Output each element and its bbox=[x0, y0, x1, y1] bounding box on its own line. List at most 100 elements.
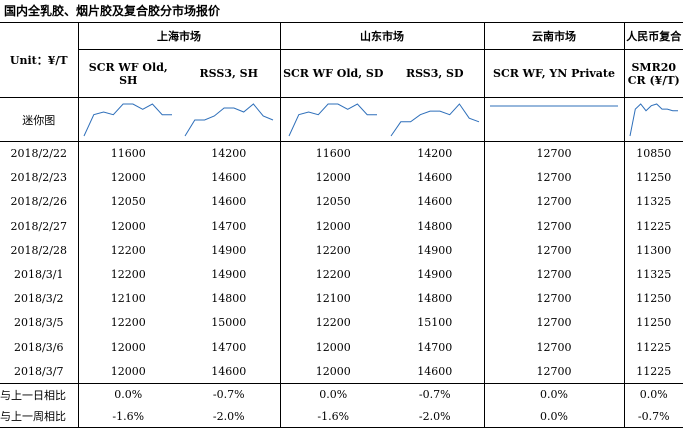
price-cell: 12000 bbox=[77, 165, 178, 190]
price-cell: 12100 bbox=[279, 286, 386, 311]
price-cell: 14700 bbox=[211, 219, 247, 233]
table-row: 2018/3/6 12000 14700 12000 14700 12700 11225 bbox=[0, 335, 683, 360]
sparkline-line bbox=[390, 102, 479, 136]
sparkline-rss3-sh bbox=[184, 102, 273, 136]
market-header-shandong: 山东市场 bbox=[279, 22, 484, 50]
change-cell: -1.6% bbox=[279, 405, 386, 428]
table-body: 2018/2/22 11600 14200 11600 14200 12700 10850 2… bbox=[0, 141, 683, 384]
price-cell: 14900 bbox=[417, 268, 453, 282]
price-cell: 12700 bbox=[483, 165, 624, 190]
price-cell: 14200 bbox=[211, 147, 247, 161]
price-cell: 14600 bbox=[211, 364, 247, 378]
price-cell: 11600 bbox=[279, 141, 386, 166]
price-cell: 12200 bbox=[77, 262, 178, 287]
price-cell: 12000 bbox=[279, 165, 386, 190]
column-header-row: SCR WF Old, SH RSS3, SH SCR WF Old, SD R… bbox=[0, 49, 683, 98]
col-header-rss3-sd: RSS3, SD bbox=[405, 67, 464, 80]
sparkline-rss3-sd bbox=[390, 102, 479, 136]
change-cell: -1.6% bbox=[77, 405, 178, 428]
unit-header: Unit：¥/T bbox=[0, 22, 78, 98]
market-header-yunnan: 云南市场 bbox=[483, 22, 624, 50]
price-cell: 12700 bbox=[483, 359, 624, 384]
price-cell: 12050 bbox=[77, 189, 178, 215]
market-header-row: Unit：¥/T 上海市场 山东市场 云南市场 人民币复合 bbox=[0, 22, 683, 98]
change-label: 与上一周相比 bbox=[0, 405, 78, 428]
sparkline-scr-wf-old-sd bbox=[288, 102, 378, 136]
price-cell: 12200 bbox=[279, 238, 386, 263]
change-cell: 0.0% bbox=[77, 382, 178, 406]
market-header-rmb-composite: 人民币复合 bbox=[623, 22, 683, 50]
change-cell: 0.0% bbox=[483, 405, 624, 428]
row-date: 2018/2/28 bbox=[10, 243, 67, 257]
col-header-rss3-sh: RSS3, SH bbox=[199, 67, 258, 80]
sparkline-cell bbox=[386, 97, 484, 142]
price-cell: 11250 bbox=[623, 286, 683, 311]
price-cell: 11325 bbox=[623, 189, 683, 215]
change-cell: -0.7% bbox=[623, 405, 683, 428]
sparkline-line bbox=[184, 102, 273, 136]
table-row: 2018/3/1 12200 14900 12200 14900 12700 11325 bbox=[0, 262, 683, 287]
change-cell: 0.0% bbox=[279, 382, 386, 406]
price-cell: 12200 bbox=[77, 310, 178, 335]
price-cell: 12200 bbox=[279, 310, 386, 335]
price-cell: 14600 bbox=[417, 364, 453, 378]
price-cell: 15100 bbox=[417, 316, 453, 330]
price-cell: 14900 bbox=[417, 243, 453, 257]
table-row: 2018/3/5 12200 15000 12200 15100 12700 11250 bbox=[0, 310, 683, 335]
price-cell: 12100 bbox=[77, 286, 178, 311]
price-cell: 12000 bbox=[77, 335, 178, 360]
change-cell: -2.0% bbox=[386, 405, 484, 428]
price-cell: 11250 bbox=[623, 165, 683, 190]
price-cell: 11600 bbox=[77, 141, 178, 166]
change-body: 与上一日相比 0.0% -0.7% 0.0% -0.7% 0.0% 0.0% 与上一周相比 -1… bbox=[0, 382, 683, 428]
table-row: 2018/2/22 11600 14200 11600 14200 12700 10850 bbox=[0, 141, 683, 166]
price-cell: 15000 bbox=[211, 316, 247, 330]
row-date: 2018/3/1 bbox=[14, 268, 64, 282]
price-cell: 12000 bbox=[279, 214, 386, 239]
price-cell: 14700 bbox=[417, 340, 453, 354]
price-cell: 14800 bbox=[211, 292, 247, 306]
row-date: 2018/2/26 bbox=[10, 195, 67, 209]
price-cell: 12000 bbox=[77, 359, 178, 384]
row-date: 2018/3/2 bbox=[14, 292, 64, 306]
price-cell: 12000 bbox=[77, 214, 178, 239]
price-cell: 12000 bbox=[279, 335, 386, 360]
price-cell: 14900 bbox=[211, 268, 247, 282]
row-date: 2018/3/5 bbox=[14, 316, 64, 330]
sparkline-smr20-cr bbox=[629, 102, 678, 136]
table-row: 2018/2/23 12000 14600 12000 14600 12700 11250 bbox=[0, 165, 683, 190]
price-cell: 14900 bbox=[211, 243, 247, 257]
price-cell: 12200 bbox=[279, 262, 386, 287]
price-cell: 11300 bbox=[623, 238, 683, 263]
row-date: 2018/2/22 bbox=[10, 147, 67, 161]
price-cell: 11225 bbox=[623, 214, 683, 239]
change-cell: -0.7% bbox=[178, 382, 280, 406]
price-cell: 12700 bbox=[483, 238, 624, 263]
price-cell: 12200 bbox=[77, 238, 178, 263]
price-cell: 14200 bbox=[417, 147, 453, 161]
sparkline-scr-wf-yn bbox=[490, 105, 618, 106]
sparkline-cell bbox=[623, 97, 683, 142]
price-cell: 11250 bbox=[623, 310, 683, 335]
table-row: 2018/3/2 12100 14800 12100 14800 12700 11250 bbox=[0, 286, 683, 311]
sparkline-line bbox=[83, 102, 173, 136]
sparkline-line bbox=[288, 102, 378, 136]
sparkline-scr-wf-old-sh bbox=[83, 102, 173, 136]
price-cell: 14600 bbox=[417, 195, 453, 209]
table-row: 2018/2/28 12200 14900 12200 14900 12700 11300 bbox=[0, 238, 683, 263]
change-row: 与上一日相比 0.0% -0.7% 0.0% -0.7% 0.0% 0.0% bbox=[0, 382, 683, 406]
price-cell: 14700 bbox=[211, 340, 247, 354]
price-cell: 12700 bbox=[483, 141, 624, 166]
price-cell: 14600 bbox=[211, 195, 247, 209]
price-cell: 12000 bbox=[279, 359, 386, 384]
row-date: 2018/3/6 bbox=[14, 340, 64, 354]
change-label: 与上一日相比 bbox=[0, 382, 78, 406]
col-header-scr-wf-yn: SCR WF, YN Private bbox=[483, 49, 624, 98]
price-cell: 12700 bbox=[483, 310, 624, 335]
row-date: 2018/3/7 bbox=[14, 364, 64, 378]
price-cell: 12050 bbox=[279, 189, 386, 215]
table-row: 2018/2/26 12050 14600 12050 14600 12700 11325 bbox=[0, 189, 683, 215]
change-cell: 0.0% bbox=[623, 382, 683, 406]
page-title: 国内全乳胶、烟片胶及复合胶分市场报价 bbox=[4, 4, 221, 18]
price-cell: 14800 bbox=[417, 219, 453, 233]
